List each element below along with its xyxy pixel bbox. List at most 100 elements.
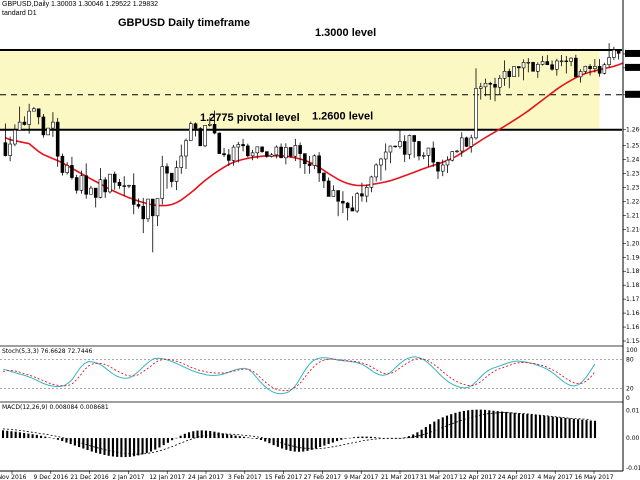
macd-histogram-bar [179,435,182,439]
macd-histogram-bar [577,419,580,439]
y-tick-label: 1.1890 [626,268,640,275]
stoch-main-line [2,356,596,395]
candle [241,138,245,152]
macd-histogram-bar [509,412,512,439]
macd-histogram-bar [500,411,504,439]
candle [127,184,131,189]
macd-histogram-bar [192,431,195,439]
macd-histogram-bar [10,431,13,439]
candle-body [165,166,169,174]
candle [55,117,60,167]
stoch-label: Stoch(5,3,3) 76.6628 72.7446 [2,348,93,355]
macd-histogram-bar [551,416,554,439]
macd-histogram-bar [403,437,406,439]
candle [417,141,421,161]
macd-histogram-bar [86,438,89,451]
candle-body [374,164,378,178]
candle [498,75,502,95]
macd-histogram-bar [18,432,21,439]
macd-tick-label: 0.013 [626,407,640,414]
candle-body [388,145,393,153]
macd-histogram-bar [276,438,279,447]
candle [208,117,212,127]
annotation-label: 1.3000 level [315,27,376,39]
candle-body [222,153,226,156]
y-tick-label: 1.2170 [626,212,640,219]
macd-histogram-bar [327,438,330,445]
candle-body [322,172,326,182]
macd-histogram-bar [420,429,423,439]
candle-body [103,179,107,193]
candle [169,172,174,188]
candle [440,159,445,177]
candle [79,170,84,194]
candle [17,106,22,131]
x-tick-label: Nov 2016 [0,474,27,480]
x-tick-label: 16 May 2017 [574,474,613,480]
y-tick-label: 1.2450 [626,157,640,164]
macd-histogram-bar [107,438,110,456]
y-tick-label: 1.2100 [626,226,640,233]
candle-body [407,135,412,155]
candle-body [22,121,27,125]
candle [450,151,455,162]
candle-body [160,166,165,199]
candle [350,196,355,212]
candle [3,123,8,157]
candle-body [260,146,264,152]
x-tick-label: 21 Mar 2017 [381,474,419,480]
candle [536,62,540,78]
candle [602,62,607,75]
candle [445,156,450,173]
macd-histogram-bar [445,415,449,439]
macd-histogram-bar [162,438,165,446]
candle-body [98,179,103,198]
candle-body [341,200,345,204]
candle-body [189,123,193,141]
macd-histogram-bar [555,417,558,439]
candle-body [117,182,122,187]
candle-body [231,146,236,161]
candle [98,168,103,199]
candle [65,162,69,175]
candle [293,138,298,161]
candle-body [412,135,416,142]
candle [597,59,602,77]
macd-histogram-bar [560,417,563,439]
macd-histogram-bar [462,410,465,439]
candle [526,58,531,73]
candle-body [383,151,388,160]
candle [22,116,27,126]
candle-body [593,66,597,69]
candle [545,55,550,66]
macd-histogram-bar [213,431,216,439]
candle-body [236,144,241,148]
x-tick-label: 27 Feb 2017 [304,474,342,480]
candle-body [150,198,155,217]
macd-histogram-bar [429,424,432,439]
macd-histogram-bar [314,438,317,449]
candle [122,176,126,197]
candle-body [250,152,255,157]
candle-body [212,124,217,134]
candle-body [217,132,222,154]
candle-body [350,207,355,212]
macd-histogram-bar [323,438,326,446]
candle [41,113,46,138]
macd-histogram-bar [242,436,246,439]
candle [512,66,516,77]
candle [84,163,88,199]
macd-histogram-bar [581,419,584,439]
candle [559,54,564,67]
candle [284,143,288,165]
candle-body [607,57,611,66]
macd-histogram-bar [116,438,119,457]
macd-histogram-bar [547,416,550,439]
macd-histogram-bar [221,433,224,439]
candle [70,156,74,180]
candle [131,173,136,215]
candle-body [402,141,407,155]
macd-histogram-bar [272,438,275,446]
candle [540,55,545,66]
candle [383,143,388,171]
